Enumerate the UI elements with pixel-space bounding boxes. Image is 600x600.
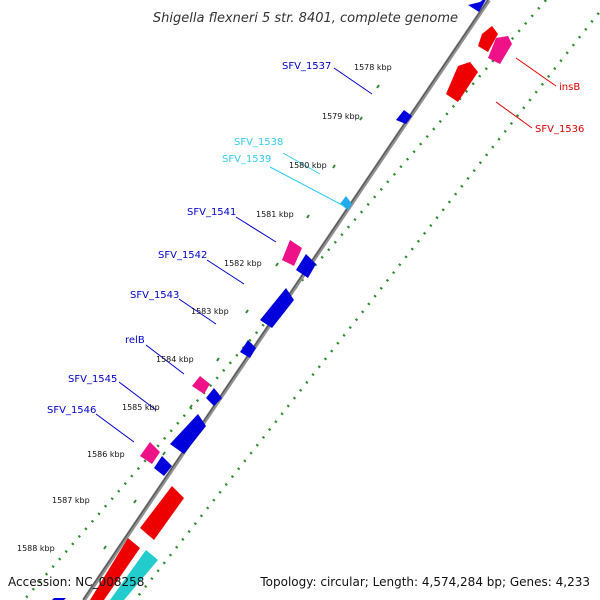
forward-cds-arrow — [478, 26, 498, 52]
tick-label: 1581 kbp — [256, 210, 294, 219]
tick-label: 1582 kbp — [224, 259, 262, 268]
tick-label: 1583 kbp — [191, 307, 229, 316]
reverse-cds-arrow — [206, 388, 222, 406]
tick-mark — [376, 84, 380, 89]
tick-mark — [306, 214, 310, 219]
leader-line — [145, 344, 185, 375]
tick-marks — [103, 84, 380, 550]
pseudogene-arrow — [488, 36, 512, 64]
gene-label-sfv-1539: SFV_1539 — [222, 154, 271, 165]
tick-mark — [359, 116, 363, 121]
reverse-cds-arrow — [396, 110, 412, 124]
pseudogene-arrow — [140, 442, 160, 464]
rna-arrow — [340, 196, 352, 210]
tick-label: 1586 kbp — [87, 450, 125, 459]
gene-label-sfv-1543: SFV_1543 — [130, 290, 179, 301]
gene-label-sfv-1546: SFV_1546 — [47, 405, 96, 416]
forward-cds-arrow — [446, 62, 478, 102]
tick-mark — [216, 357, 220, 362]
tick-mark — [133, 499, 137, 504]
tick-label: 1585 kbp — [122, 403, 160, 412]
gene-labels: SFV_1537 SFV_1538 SFV_1539 SFV_1541 SFV_… — [47, 61, 584, 416]
tick-label: 1588 kbp — [17, 544, 55, 553]
pseudogene-arrow — [282, 240, 302, 266]
forward-cds-arrow — [468, 0, 486, 12]
features — [52, 0, 512, 600]
outer-dotted-guide — [134, 9, 600, 600]
forward-cds-arrow — [90, 538, 140, 600]
leader-line — [495, 101, 533, 129]
leader-line — [178, 298, 217, 325]
pseudogene-arrow — [192, 376, 210, 394]
reverse-cds-arrow — [260, 288, 294, 328]
reverse-cds-arrow — [296, 254, 316, 278]
gene-label-relb: relB — [125, 335, 145, 346]
reverse-cds-arrow — [154, 456, 172, 476]
tick-mark — [245, 309, 249, 314]
gene-label-insb: insB — [559, 82, 580, 93]
tick-label: 1587 kbp — [52, 496, 90, 505]
tick-mark — [332, 164, 336, 169]
leader-line — [515, 57, 557, 87]
leader-line — [282, 152, 321, 175]
leader-line — [333, 67, 373, 95]
reverse-cds-arrow — [170, 414, 206, 454]
reverse-cds-arrow — [240, 340, 256, 358]
leader-line — [118, 381, 157, 411]
tick-mark — [189, 404, 193, 409]
gene-label-sfv-1538: SFV_1538 — [234, 137, 283, 148]
leader-lines — [95, 57, 557, 443]
leader-line — [95, 413, 135, 443]
tick-labels: 1578 kbp 1579 kbp 1580 kbp 1581 kbp 1582… — [17, 63, 392, 553]
tick-label: 1580 kbp — [289, 161, 327, 170]
tick-label: 1579 kbp — [322, 112, 360, 121]
tick-mark — [162, 451, 166, 456]
forward-cds-arrow — [140, 486, 184, 540]
genome-title: Shigella flexneri 5 str. 8401, complete … — [153, 11, 458, 26]
gene-label-sfv-1536: SFV_1536 — [535, 124, 584, 135]
accession-text: Accession: NC_008258 — [8, 575, 144, 589]
tick-label: 1584 kbp — [156, 355, 194, 364]
tick-mark — [103, 545, 107, 550]
topology-text: Topology: circular; Length: 4,574,284 bp… — [259, 575, 590, 589]
leader-line — [235, 216, 277, 243]
rna-arrow — [110, 550, 158, 600]
leader-line — [269, 166, 345, 207]
gene-label-sfv-1541: SFV_1541 — [187, 207, 236, 218]
gene-label-sfv-1542: SFV_1542 — [158, 250, 207, 261]
tick-mark — [275, 262, 279, 267]
gene-label-sfv-1537: SFV_1537 — [282, 61, 331, 72]
tick-label: 1578 kbp — [354, 63, 392, 72]
leader-line — [206, 259, 245, 285]
gene-label-sfv-1545: SFV_1545 — [68, 374, 117, 385]
